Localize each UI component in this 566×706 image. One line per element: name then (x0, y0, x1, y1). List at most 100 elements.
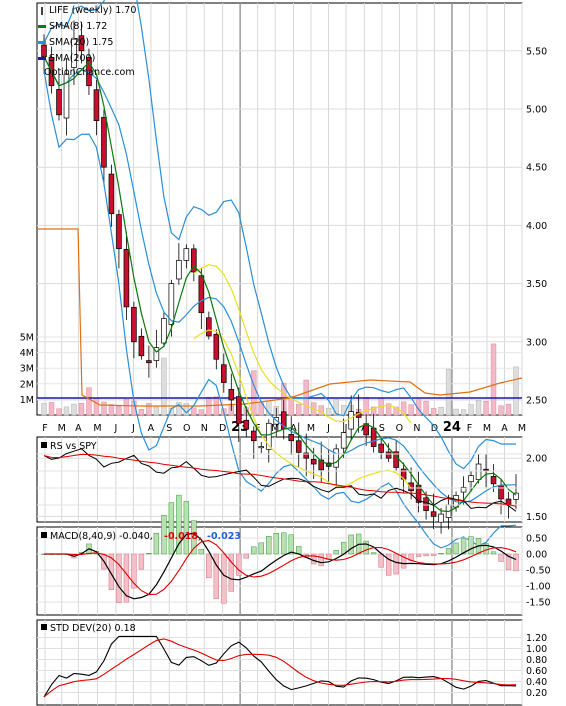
macd-histogram-bar (108, 553, 115, 590)
volume-bar (483, 400, 489, 416)
macd-histogram-bar (116, 553, 122, 604)
volume-bar (408, 404, 414, 416)
x-tick-label: F (42, 423, 47, 434)
macd-y-tick-label: -0.50 (526, 566, 551, 577)
yellow-envelope-upper (193, 264, 412, 424)
legend-symbol (41, 532, 47, 538)
volume-bar (363, 397, 369, 416)
volume-bar (251, 370, 257, 416)
candle (198, 275, 205, 314)
volume-bar (505, 403, 512, 416)
x-tick-label: 24 (443, 420, 461, 435)
std-y-tick-label: 1.20 (526, 633, 547, 644)
macd-histogram-bar (445, 548, 452, 555)
candle (430, 511, 437, 517)
y-tick-label: 5.50 (526, 46, 547, 57)
candle (258, 446, 265, 449)
candle (131, 306, 137, 343)
candle (385, 451, 392, 459)
candle (71, 38, 77, 68)
macd-histogram-bar (213, 553, 220, 599)
volume-bar (490, 343, 497, 416)
x-tick-label: M (271, 423, 279, 434)
std-legend-label: STD DEV(20) 0.18 (50, 623, 136, 634)
volume-bar (146, 403, 152, 416)
macd-histogram-bar (385, 553, 392, 576)
candle (423, 497, 429, 511)
x-tick-label: F (467, 423, 472, 434)
macd-y-tick-label: -1.00 (526, 582, 551, 593)
legend-symbol (38, 57, 46, 60)
macd-histogram-bar (460, 538, 467, 555)
candle (41, 44, 47, 57)
std-y-tick-label: 0.60 (526, 666, 547, 677)
macd-histogram-bar (498, 553, 504, 562)
x-tick-label: M (518, 423, 526, 434)
volume-bar (191, 407, 197, 416)
macd-histogram-bar (378, 553, 384, 568)
macd-histogram-bar (333, 550, 339, 555)
macd-histogram-bar (363, 540, 369, 555)
candle (348, 411, 354, 430)
macd-signal-label: -0.018, (164, 531, 202, 542)
macd-histogram-bar (430, 553, 437, 556)
volume-bar (183, 403, 190, 416)
candle (213, 333, 220, 360)
volume-bar (71, 403, 77, 416)
candle (108, 173, 115, 215)
x-tick-label: J (326, 423, 330, 434)
macd-y-tick-label: 0.00 (526, 550, 547, 561)
candle (513, 492, 519, 500)
volume-bar (498, 405, 504, 416)
macd-histogram-bar (266, 536, 272, 555)
volume-bar (326, 407, 332, 416)
candle (408, 482, 414, 492)
macd-histogram-bar (468, 536, 474, 555)
x-tick-label: N (201, 423, 208, 434)
macd-histogram-bar (123, 553, 130, 603)
x-tick-label: J (131, 423, 135, 434)
panel-frame-1 (36, 436, 523, 523)
macd-y-tick-label: 0.50 (526, 534, 547, 545)
macd-legend-label: MACD(8,40,9) -0.040, (50, 531, 153, 542)
rs-line (43, 448, 517, 512)
volume-bar (108, 404, 115, 416)
x-tick-label: M (93, 423, 101, 434)
volume-bar (161, 357, 167, 416)
volume-bar (430, 408, 437, 416)
std-y-tick-label: 0.40 (526, 677, 547, 688)
volume-bar (63, 406, 70, 416)
volume-bar (123, 399, 130, 416)
candle (93, 89, 100, 121)
volume-bar (116, 406, 122, 416)
candle (378, 443, 384, 453)
volume-bar (41, 403, 47, 416)
macd-histogram-bar (513, 553, 519, 572)
macd-histogram-bar (138, 553, 145, 570)
std-y-tick-label: 0.20 (526, 688, 547, 699)
volume-bar (288, 396, 294, 416)
volume-tick-label: 5M (20, 333, 34, 344)
legend-symbol (41, 442, 47, 448)
macd-histogram-bar (453, 542, 459, 555)
candle (340, 432, 347, 449)
legend-symbol (41, 624, 47, 630)
candle (101, 116, 107, 168)
candle (490, 476, 497, 485)
volume-bar (513, 366, 519, 416)
volume-tick-label: 1M (20, 395, 34, 406)
bollinger-lower (43, 70, 517, 549)
macd-histogram-bar (131, 553, 137, 589)
candle (288, 434, 295, 442)
macd-histogram-bar (438, 553, 444, 555)
y-tick-label: 3.50 (526, 279, 547, 290)
candle (295, 440, 302, 453)
yellow-envelope-lower (193, 329, 412, 489)
x-tick-label: D (431, 423, 438, 434)
macd-histogram-bar (168, 502, 175, 555)
legend-label: SMA(200) (49, 53, 95, 64)
volume-bar (198, 409, 205, 416)
candle (303, 452, 310, 459)
macd-histogram-bar (505, 553, 512, 571)
macd-histogram-bar (273, 533, 279, 555)
